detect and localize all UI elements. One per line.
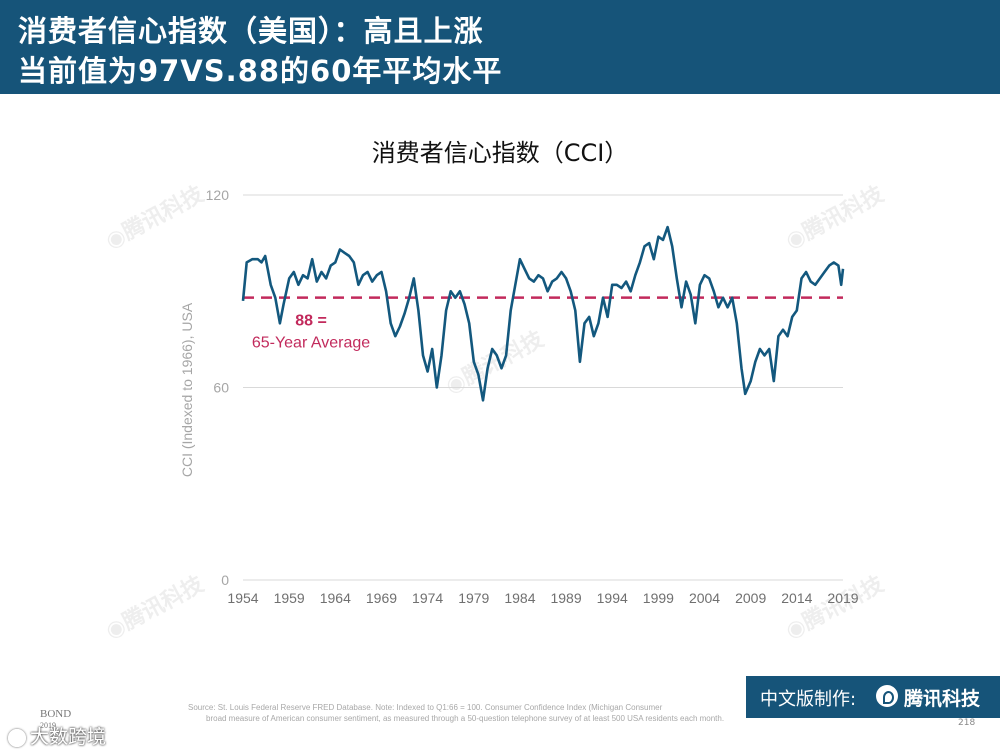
brand-name: 腾讯科技 (904, 688, 981, 710)
source-note: Source: St. Louis Federal Reserve FRED D… (188, 702, 848, 724)
header-subtitle: 当前值为97VS.88的60年平均水平 (18, 54, 503, 88)
x-tick-label: 2019 (827, 590, 858, 606)
x-tick-label: 2004 (689, 590, 720, 606)
reference-label-text: 65-Year Average (252, 335, 370, 352)
y-tick-label: 60 (213, 380, 229, 396)
x-tick-label: 2014 (781, 590, 812, 606)
bond-logo-year: 2019 (40, 721, 56, 730)
page-number: 218 (958, 718, 976, 728)
x-tick-label: 1974 (412, 590, 443, 606)
chart-title: 消费者信心指数（CCI） (371, 139, 629, 167)
y-tick-label: 120 (206, 187, 230, 203)
x-tick-label: 1984 (504, 590, 535, 606)
x-tick-label: 1959 (274, 590, 305, 606)
source-line-2: broad measure of American consumer senti… (206, 714, 725, 723)
x-tick-label: 1994 (597, 590, 628, 606)
y-axis-label: CCI (Indexed to 1966), USA (179, 302, 195, 477)
x-tick-label: 1964 (320, 590, 351, 606)
y-tick-label: 0 (221, 572, 229, 588)
watermark-bottom: 大数跨境 (8, 722, 106, 749)
source-line-1: Source: St. Louis Federal Reserve FRED D… (188, 703, 663, 712)
header-banner: 消费者信心指数（美国）：高且上涨 当前值为97VS.88的60年平均水平 (0, 0, 1000, 94)
x-tick-label: 2009 (735, 590, 766, 606)
reference-label-value: 88 = (295, 313, 327, 330)
brand-banner: 中文版制作: 腾讯科技 (746, 676, 1000, 718)
x-tick-label: 1989 (550, 590, 581, 606)
x-tick-label: 1979 (458, 590, 489, 606)
tencent-logo-icon (876, 685, 898, 707)
x-tick-label: 1954 (227, 590, 258, 606)
watermark-text: 大数跨境 (30, 726, 107, 748)
bond-logo-text: BOND (40, 708, 72, 720)
x-tick-label: 1969 (366, 590, 397, 606)
brand-label: 中文版制作: (760, 689, 857, 710)
bond-logo: BOND 2019 (40, 708, 71, 732)
ring-icon (8, 728, 26, 747)
x-tick-label: 1999 (643, 590, 674, 606)
header-title: 消费者信心指数（美国）：高且上涨 (18, 14, 484, 48)
series-line-cci (241, 225, 845, 402)
